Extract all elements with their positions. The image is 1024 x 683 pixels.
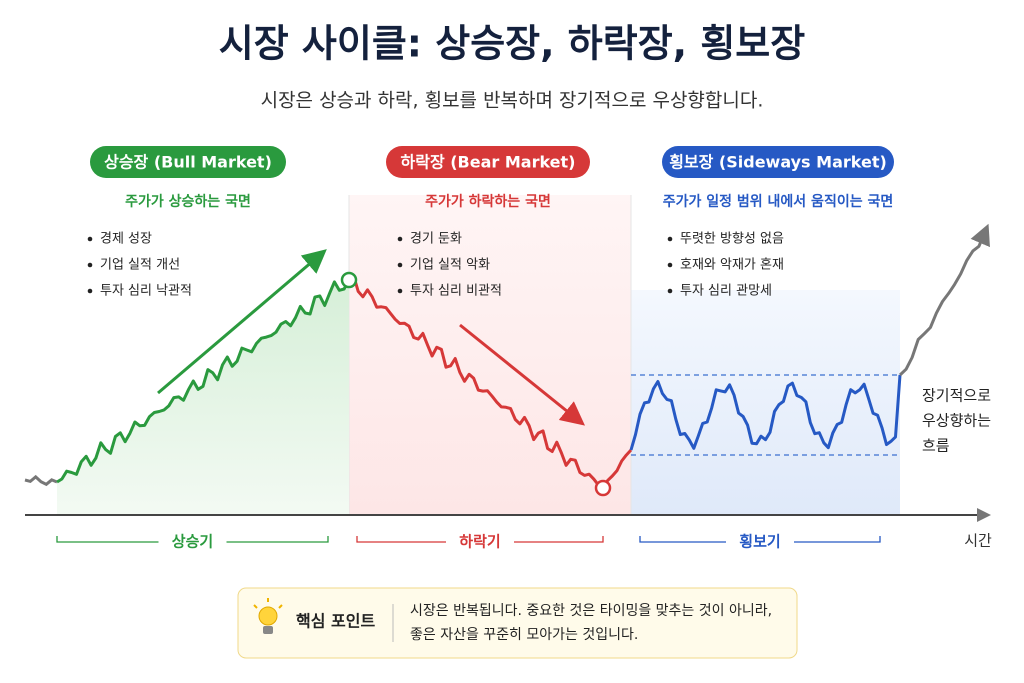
annotation: 흐름 <box>922 437 950 455</box>
phase-pill <box>662 146 894 178</box>
bullet-dot <box>87 288 93 294</box>
period-bracket <box>639 536 881 543</box>
period-bracket <box>356 536 604 543</box>
key-point-label: 핵심 포인트 <box>296 612 375 631</box>
axis-label: 시간 <box>964 532 992 550</box>
bullet: 투자 심리 낙관적 <box>100 284 192 299</box>
peak-marker <box>340 271 358 289</box>
bullet: 기업 실적 개선 <box>100 258 180 273</box>
price-line <box>24 474 58 487</box>
phase-description: 주가가 하락하는 국면 <box>425 193 551 210</box>
sideways-line <box>629 374 902 451</box>
period-label: 횡보기 <box>739 533 780 551</box>
bear-panel <box>349 195 631 515</box>
subtitle: 시장은 상승과 하락, 횡보를 반복하며 장기적으로 우상향합니다. <box>261 90 764 112</box>
bullet: 경제 성장 <box>100 232 152 247</box>
bullet: 기업 실적 악화 <box>410 258 490 273</box>
phase-label: 하락장 (Bear Market) <box>401 153 576 172</box>
key-point-text: 좋은 자산을 꾸준히 모아가는 것입니다. <box>410 627 638 643</box>
bullet-dot <box>667 288 673 294</box>
bull-line <box>56 279 351 484</box>
trend-line <box>898 223 990 377</box>
bulb-icon <box>253 598 283 634</box>
bullet-dot <box>87 236 93 242</box>
period-label: 하락기 <box>459 533 500 551</box>
bullet: 호재와 악재가 혼재 <box>680 258 784 273</box>
bullet-dot <box>667 236 673 242</box>
period-label: 상승기 <box>172 533 213 551</box>
sideways-panel <box>631 290 900 515</box>
bullet: 투자 심리 비관적 <box>410 284 502 299</box>
bullet-dot <box>397 288 403 294</box>
annotation: 우상향하는 <box>922 412 991 430</box>
annotation: 장기적으로 <box>922 387 991 405</box>
trough-marker <box>594 479 612 497</box>
bullet: 투자 심리 관망세 <box>680 284 772 299</box>
bear-line <box>347 274 633 490</box>
key-point-text: 시장은 반복됩니다. 중요한 것은 타이밍을 맞추는 것이 아니라, <box>410 603 772 619</box>
up-arrow <box>157 249 327 395</box>
key-point-box <box>237 587 798 659</box>
phase-pill <box>90 146 286 178</box>
bullet-dot <box>397 236 403 242</box>
bullet-dot <box>667 262 673 268</box>
phase-description: 주가가 상승하는 국면 <box>125 193 251 210</box>
phase-label: 횡보장 (Sideways Market) <box>669 153 887 172</box>
period-bracket <box>56 536 329 543</box>
bullet-dot <box>397 262 403 268</box>
phase-label: 상승장 (Bull Market) <box>104 153 272 172</box>
bullet: 경기 둔화 <box>410 232 462 247</box>
bull-area <box>57 280 349 515</box>
phase-description: 주가가 일정 범위 내에서 움직이는 국면 <box>663 193 893 210</box>
down-arrow <box>459 323 586 426</box>
bullet: 뚜렷한 방향성 없음 <box>680 232 784 247</box>
phase-pill <box>386 146 590 178</box>
bullet-dot <box>87 262 93 268</box>
title: 시장 사이클: 상승장, 하락장, 횡보장 <box>219 22 805 66</box>
